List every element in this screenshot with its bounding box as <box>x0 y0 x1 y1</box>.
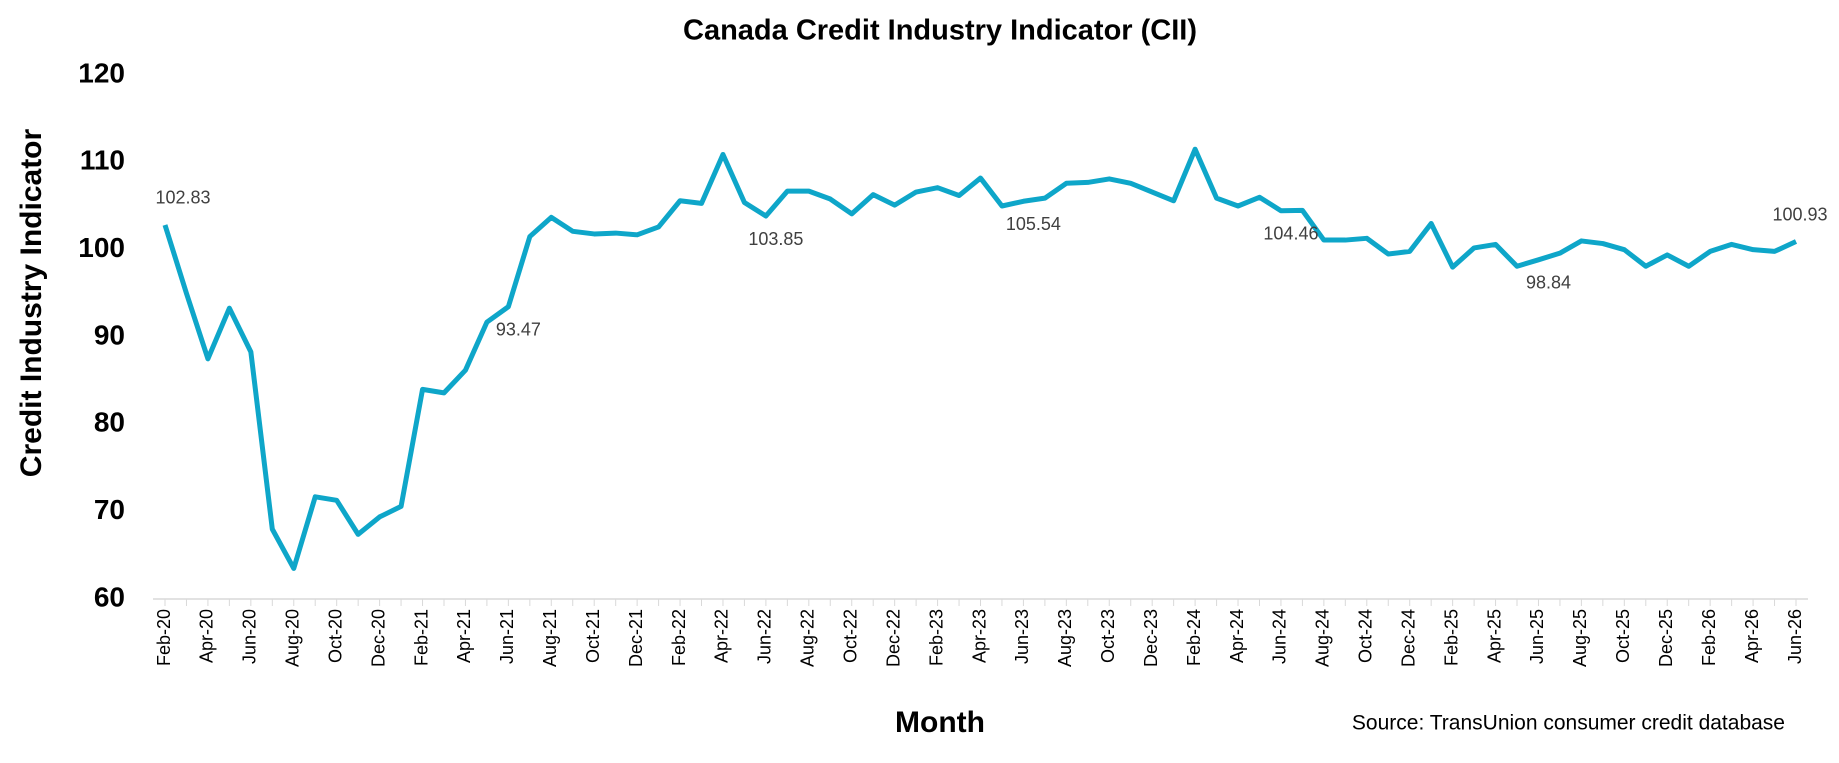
x-tick-label: Dec-22 <box>883 609 903 667</box>
x-tick-label: Dec-24 <box>1398 609 1418 667</box>
x-tick-label: Oct-20 <box>325 609 345 663</box>
x-tick-label: Feb-22 <box>669 609 689 666</box>
data-label: 93.47 <box>496 319 541 339</box>
y-tick-label: 60 <box>94 581 125 612</box>
data-label: 104.46 <box>1263 223 1318 243</box>
y-tick-label: 70 <box>94 494 125 525</box>
x-tick-label: Feb-21 <box>411 609 431 666</box>
x-tick-label: Apr-21 <box>454 609 474 663</box>
x-tick-label: Jun-21 <box>497 609 517 664</box>
data-label: 105.54 <box>1006 214 1061 234</box>
x-tick-label: Apr-22 <box>712 609 732 663</box>
data-label: 98.84 <box>1526 273 1571 293</box>
x-tick-label: Aug-24 <box>1313 609 1333 667</box>
x-tick-label: Aug-22 <box>798 609 818 667</box>
x-tick-label: Jun-25 <box>1527 609 1547 664</box>
x-tick-label: Dec-23 <box>1141 609 1161 667</box>
x-axis-title: Month <box>895 706 985 739</box>
source-note: Source: TransUnion consumer credit datab… <box>1352 712 1785 735</box>
x-tick-label: Dec-25 <box>1656 609 1676 667</box>
x-tick-label: Aug-23 <box>1055 609 1075 667</box>
x-tick-label: Aug-20 <box>283 609 303 667</box>
y-tick-label: 90 <box>94 319 125 350</box>
x-tick-label: Feb-24 <box>1184 609 1204 666</box>
x-tick-label: Aug-25 <box>1570 609 1590 667</box>
x-tick-label: Apr-26 <box>1742 609 1762 663</box>
x-tick-label: Jun-23 <box>1012 609 1032 664</box>
x-tick-label: Feb-26 <box>1699 609 1719 666</box>
data-line <box>162 146 1798 571</box>
x-tick-label: Apr-25 <box>1484 609 1504 663</box>
y-tick-label: 100 <box>78 232 125 263</box>
x-tick-label: Apr-23 <box>969 609 989 663</box>
data-label: 103.85 <box>748 229 803 249</box>
x-tick-label: Oct-25 <box>1613 609 1633 663</box>
x-tick-label: Jun-20 <box>240 609 260 664</box>
x-tick-label: Oct-24 <box>1356 609 1376 663</box>
x-tick-label: Oct-21 <box>583 609 603 663</box>
data-label: 102.83 <box>155 188 210 208</box>
x-tick-label: Oct-23 <box>1098 609 1118 663</box>
y-tick-label: 80 <box>94 407 125 438</box>
y-tick-label: 120 <box>78 57 125 88</box>
y-tick-label: 110 <box>80 145 125 176</box>
x-tick-label: Apr-24 <box>1227 609 1247 663</box>
x-tick-label: Dec-20 <box>368 609 388 667</box>
x-tick-label: Feb-23 <box>926 609 946 666</box>
x-tick-label: Jun-24 <box>1270 609 1290 664</box>
y-axis-title: Credit Industry Indicator <box>15 128 48 477</box>
x-tick-label: Aug-21 <box>540 609 560 667</box>
x-tick-label: Apr-20 <box>197 609 217 663</box>
data-label: 100.93 <box>1772 204 1827 224</box>
chart-title: Canada Credit Industry Indicator (CII) <box>683 15 1197 47</box>
x-tick-label: Dec-21 <box>626 609 646 667</box>
x-tick-label: Jun-26 <box>1785 609 1805 664</box>
x-tick-label: Feb-20 <box>154 609 174 666</box>
x-tick-label: Oct-22 <box>840 609 860 663</box>
x-tick-label: Jun-22 <box>755 609 775 664</box>
x-tick-label: Feb-25 <box>1441 609 1461 666</box>
